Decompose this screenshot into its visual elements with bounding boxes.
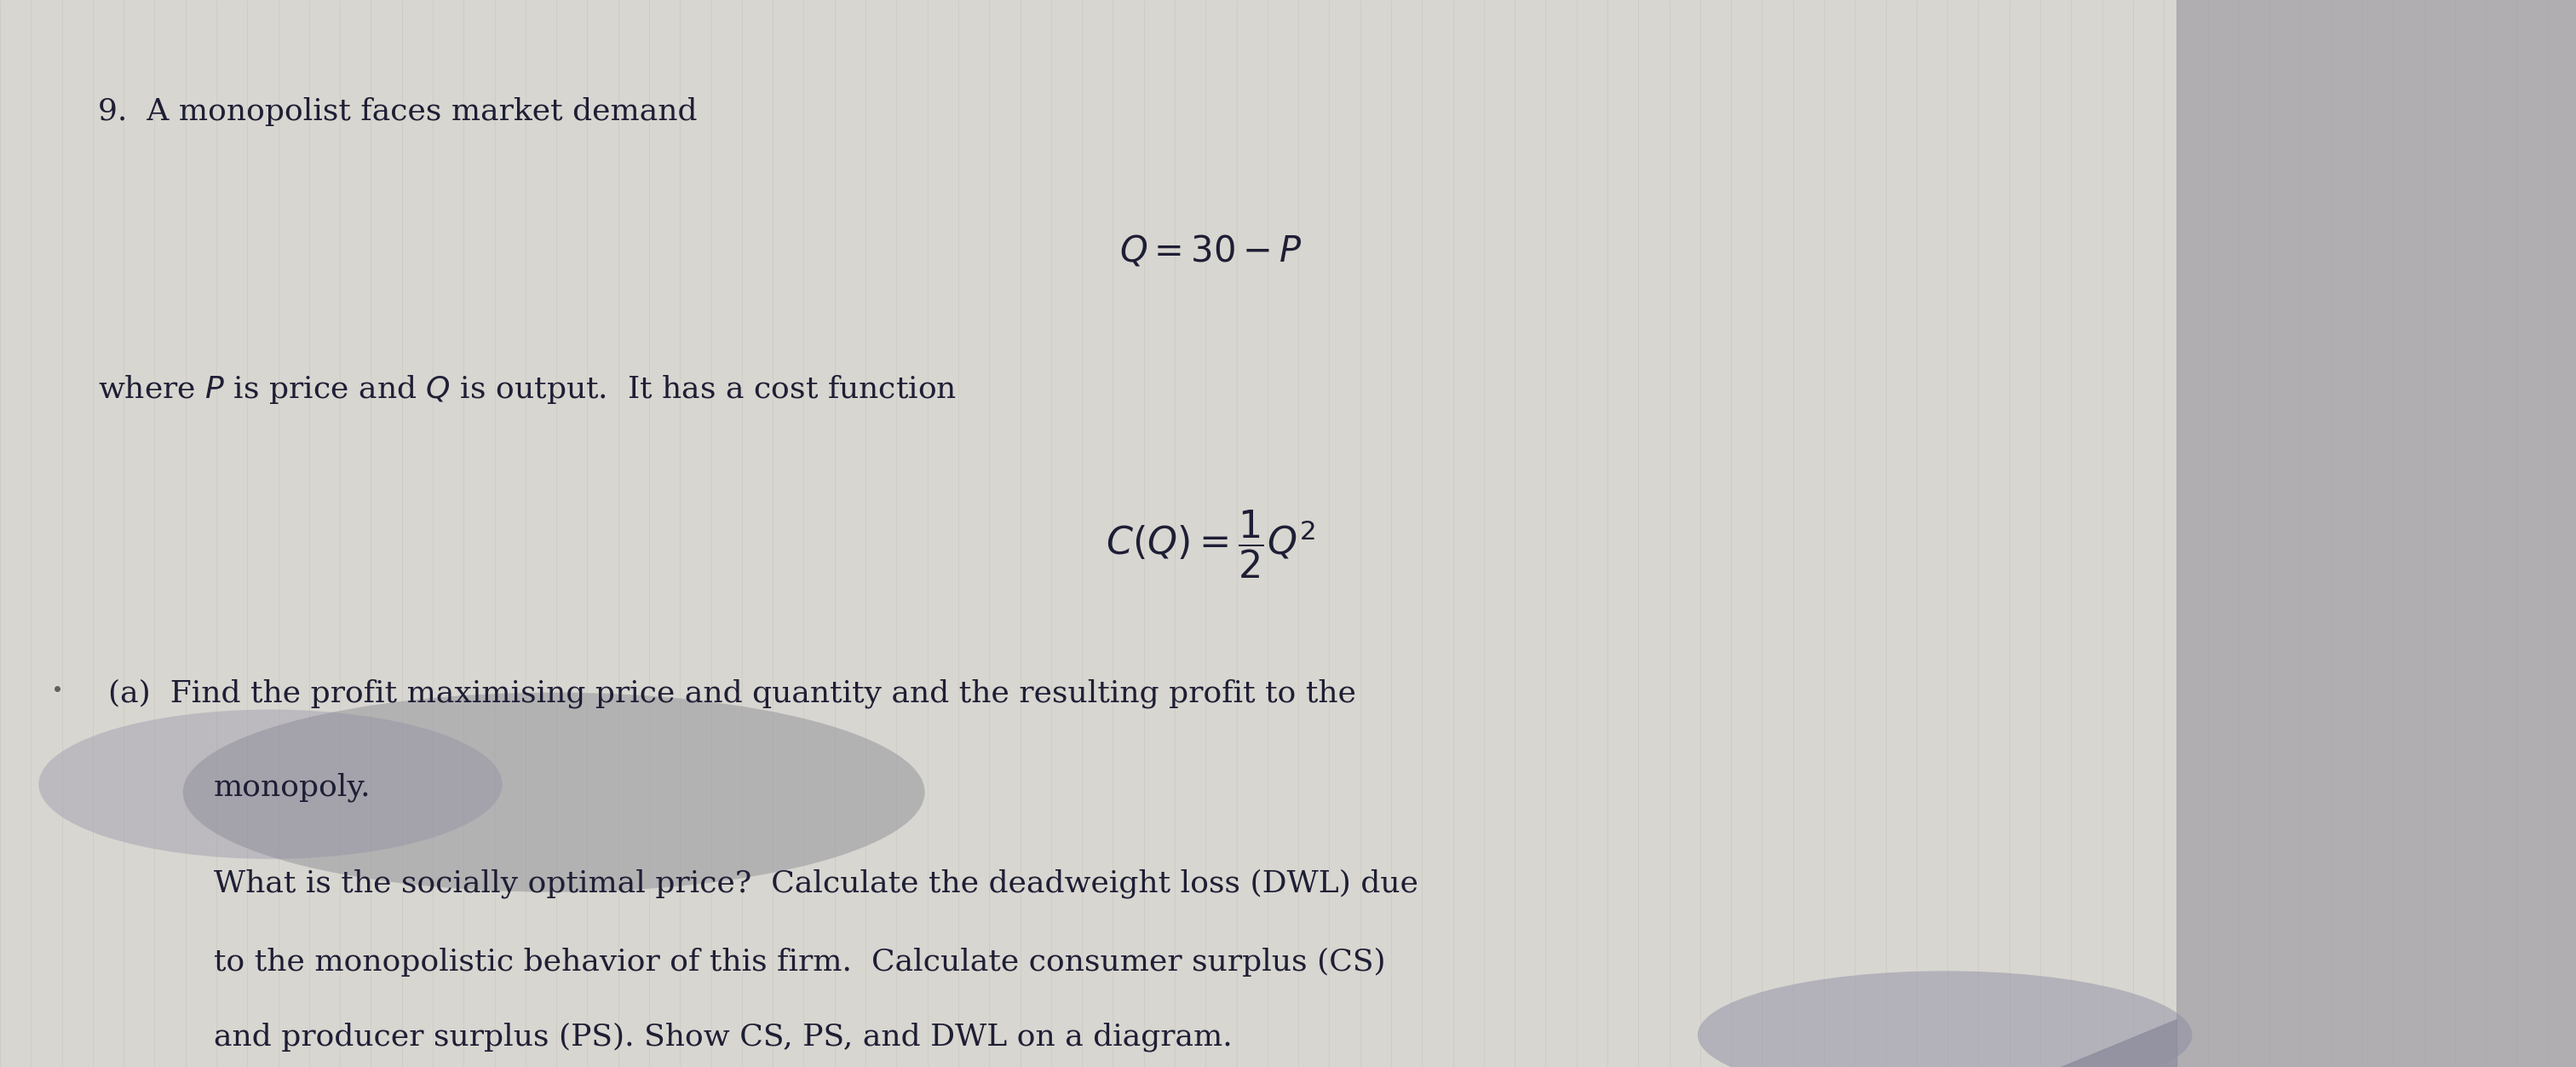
Text: What is the socially optimal price?  Calculate the deadweight loss (DWL) due: What is the socially optimal price? Calc… xyxy=(214,869,1419,898)
Text: and producer surplus (PS). Show CS, PS, and DWL on a diagram.: and producer surplus (PS). Show CS, PS, … xyxy=(214,1022,1231,1052)
Text: 9.  A monopolist faces market demand: 9. A monopolist faces market demand xyxy=(98,97,698,127)
Ellipse shape xyxy=(39,710,502,859)
Text: $C(Q) = \dfrac{1}{2}Q^2$: $C(Q) = \dfrac{1}{2}Q^2$ xyxy=(1105,508,1316,580)
Polygon shape xyxy=(2061,1019,2177,1067)
Ellipse shape xyxy=(183,692,925,892)
Text: where $P$ is price and $Q$ is output.  It has a cost function: where $P$ is price and $Q$ is output. It… xyxy=(98,373,956,405)
Ellipse shape xyxy=(1698,971,2192,1067)
Text: $Q = 30 - P$: $Q = 30 - P$ xyxy=(1118,233,1303,269)
Text: monopoly.: monopoly. xyxy=(214,773,371,802)
Text: (a)  Find the profit maximising price and quantity and the resulting profit to t: (a) Find the profit maximising price and… xyxy=(108,679,1355,708)
Text: to the monopolistic behavior of this firm.  Calculate consumer surplus (CS): to the monopolistic behavior of this fir… xyxy=(214,947,1386,977)
Bar xyxy=(2177,0,2576,1067)
